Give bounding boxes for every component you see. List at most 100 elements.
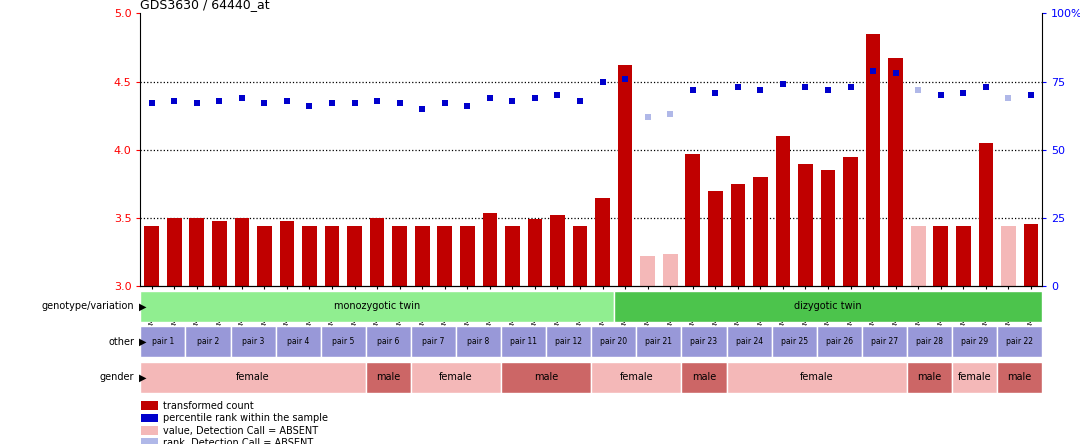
Text: percentile rank within the sample: percentile rank within the sample	[163, 413, 328, 424]
Text: pair 4: pair 4	[287, 337, 309, 346]
Bar	[816, 326, 862, 357]
Text: pair 28: pair 28	[916, 337, 943, 346]
Bar	[257, 226, 272, 286]
Bar	[592, 362, 681, 393]
Bar	[366, 362, 411, 393]
Text: male: male	[376, 373, 401, 382]
Bar	[483, 213, 497, 286]
Bar	[618, 65, 633, 286]
Bar	[369, 218, 384, 286]
Bar	[366, 326, 411, 357]
Text: pair 6: pair 6	[377, 337, 400, 346]
Text: ▶: ▶	[138, 301, 146, 311]
Text: monozygotic twin: monozygotic twin	[334, 301, 420, 311]
Bar	[411, 326, 456, 357]
Text: ▶: ▶	[138, 373, 146, 382]
Text: GDS3630 / 64440_at: GDS3630 / 64440_at	[140, 0, 270, 11]
Text: female: female	[620, 373, 653, 382]
Text: other: other	[108, 337, 134, 347]
Text: pair 8: pair 8	[468, 337, 489, 346]
Bar	[862, 326, 907, 357]
Bar	[956, 226, 971, 286]
Bar	[501, 362, 592, 393]
Bar	[636, 326, 681, 357]
Bar	[640, 256, 654, 286]
Bar	[140, 362, 366, 393]
Bar	[186, 326, 231, 357]
Text: pair 23: pair 23	[690, 337, 717, 346]
Bar	[953, 326, 997, 357]
Text: male: male	[917, 373, 942, 382]
Text: female: female	[958, 373, 991, 382]
Bar	[798, 163, 813, 286]
Text: pair 7: pair 7	[422, 337, 445, 346]
Bar	[997, 326, 1042, 357]
Bar	[910, 226, 926, 286]
Bar	[212, 221, 227, 286]
Bar	[978, 143, 994, 286]
Bar	[613, 291, 1042, 322]
Bar	[681, 326, 727, 357]
Bar	[753, 177, 768, 286]
Bar	[821, 170, 835, 286]
Bar	[907, 326, 953, 357]
Bar	[727, 362, 907, 393]
Bar	[997, 362, 1042, 393]
Text: pair 1: pair 1	[152, 337, 174, 346]
Bar	[686, 154, 700, 286]
Text: male: male	[692, 373, 716, 382]
Bar	[953, 362, 997, 393]
Text: pair 20: pair 20	[600, 337, 627, 346]
Bar	[866, 34, 880, 286]
Bar	[140, 326, 186, 357]
Text: pair 29: pair 29	[961, 337, 988, 346]
Text: genotype/variation: genotype/variation	[41, 301, 134, 311]
Bar	[572, 226, 588, 286]
Bar	[167, 218, 181, 286]
Bar	[505, 226, 519, 286]
Bar	[141, 401, 158, 409]
Bar	[321, 326, 366, 357]
Bar	[141, 414, 158, 422]
Text: transformed count: transformed count	[163, 401, 254, 411]
Text: female: female	[440, 373, 473, 382]
Bar	[280, 221, 294, 286]
Text: pair 12: pair 12	[555, 337, 582, 346]
Bar	[141, 438, 158, 444]
Text: pair 2: pair 2	[197, 337, 219, 346]
Bar	[189, 218, 204, 286]
Text: pair 27: pair 27	[870, 337, 897, 346]
Bar	[771, 326, 816, 357]
Text: male: male	[535, 373, 558, 382]
Text: pair 24: pair 24	[735, 337, 762, 346]
Bar	[392, 226, 407, 286]
Text: pair 5: pair 5	[333, 337, 354, 346]
Bar	[411, 362, 501, 393]
Bar	[663, 254, 677, 286]
Text: pair 22: pair 22	[1007, 337, 1034, 346]
Bar	[933, 226, 948, 286]
Text: pair 11: pair 11	[510, 337, 537, 346]
Bar	[681, 362, 727, 393]
Bar	[907, 362, 953, 393]
Text: value, Detection Call = ABSENT: value, Detection Call = ABSENT	[163, 426, 319, 436]
Text: pair 26: pair 26	[826, 337, 853, 346]
Bar	[460, 226, 474, 286]
Bar	[1001, 226, 1015, 286]
Bar	[437, 226, 453, 286]
Bar	[592, 326, 636, 357]
Bar	[843, 157, 858, 286]
Bar	[889, 58, 903, 286]
Bar	[546, 326, 592, 357]
Bar	[325, 226, 339, 286]
Text: pair 3: pair 3	[242, 337, 265, 346]
Text: female: female	[237, 373, 270, 382]
Bar	[727, 326, 772, 357]
Text: pair 21: pair 21	[646, 337, 673, 346]
Bar	[145, 226, 159, 286]
Text: dizygotic twin: dizygotic twin	[794, 301, 862, 311]
Text: rank, Detection Call = ABSENT: rank, Detection Call = ABSENT	[163, 438, 313, 444]
Bar	[141, 426, 158, 435]
Text: male: male	[1008, 373, 1031, 382]
Bar	[501, 326, 546, 357]
